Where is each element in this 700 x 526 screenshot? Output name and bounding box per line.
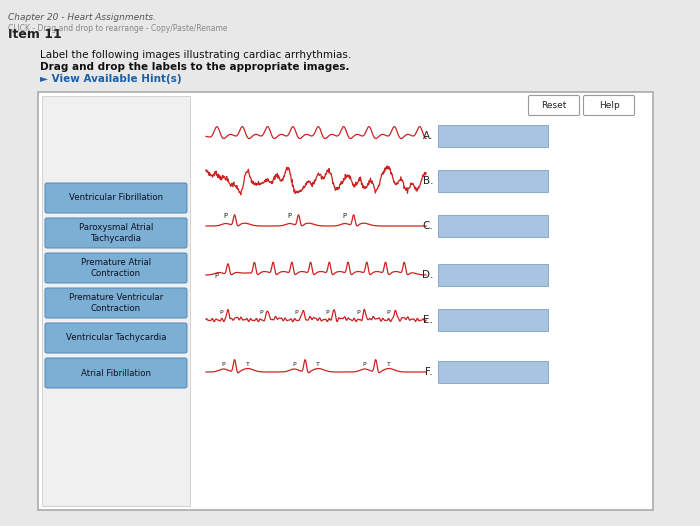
FancyBboxPatch shape xyxy=(528,96,580,116)
Bar xyxy=(438,125,548,147)
Text: Paroxysmal Atrial
Tachycardia: Paroxysmal Atrial Tachycardia xyxy=(79,224,153,242)
Text: C.: C. xyxy=(422,221,433,231)
Text: T: T xyxy=(386,362,391,367)
Text: P: P xyxy=(222,362,225,367)
FancyBboxPatch shape xyxy=(584,96,634,116)
Bar xyxy=(438,309,548,331)
Bar xyxy=(42,96,190,506)
Text: Item 11: Item 11 xyxy=(8,28,62,41)
Text: A.: A. xyxy=(423,131,433,141)
FancyBboxPatch shape xyxy=(45,323,187,353)
Text: ► View Available Hint(s): ► View Available Hint(s) xyxy=(40,74,181,84)
Text: E.: E. xyxy=(423,315,433,325)
Text: P: P xyxy=(259,310,262,315)
Text: D.: D. xyxy=(421,270,433,280)
Text: P: P xyxy=(295,310,298,315)
Text: Help: Help xyxy=(598,101,620,110)
Text: Drag and drop the labels to the appropriate images.: Drag and drop the labels to the appropri… xyxy=(40,62,349,72)
Text: P: P xyxy=(356,310,360,315)
Text: B.: B. xyxy=(423,176,433,186)
Text: T: T xyxy=(316,362,320,367)
FancyBboxPatch shape xyxy=(45,253,187,283)
Text: CLICK - Drag and drop to rearrange - Copy/Paste/Rename: CLICK - Drag and drop to rearrange - Cop… xyxy=(8,24,228,33)
Bar xyxy=(438,170,548,192)
Text: P: P xyxy=(215,273,219,279)
Text: Ventricular Fibrillation: Ventricular Fibrillation xyxy=(69,194,163,203)
Text: P: P xyxy=(288,213,292,219)
Text: P: P xyxy=(363,362,366,367)
Bar xyxy=(38,92,653,510)
Text: Label the following images illustrating cardiac arrhythmias.: Label the following images illustrating … xyxy=(40,50,351,60)
Bar xyxy=(438,361,548,383)
Text: Ventricular Tachycardia: Ventricular Tachycardia xyxy=(66,333,167,342)
Text: T: T xyxy=(246,362,250,367)
Text: P: P xyxy=(387,310,391,315)
Text: Atrial Fibrillation: Atrial Fibrillation xyxy=(81,369,151,378)
Bar xyxy=(438,264,548,286)
Bar xyxy=(438,215,548,237)
Text: P: P xyxy=(220,310,223,315)
Text: Premature Atrial
Contraction: Premature Atrial Contraction xyxy=(81,258,151,278)
Text: Reset: Reset xyxy=(541,101,567,110)
Text: P: P xyxy=(342,213,346,219)
FancyBboxPatch shape xyxy=(45,358,187,388)
FancyBboxPatch shape xyxy=(45,218,187,248)
FancyBboxPatch shape xyxy=(45,288,187,318)
FancyBboxPatch shape xyxy=(45,183,187,213)
Text: P: P xyxy=(326,310,329,315)
Text: P: P xyxy=(292,362,296,367)
Text: P: P xyxy=(224,213,228,219)
Text: Chapter 20 - Heart Assignments.: Chapter 20 - Heart Assignments. xyxy=(8,13,156,22)
Text: F.: F. xyxy=(426,367,433,377)
Text: Premature Ventricular
Contraction: Premature Ventricular Contraction xyxy=(69,294,163,312)
